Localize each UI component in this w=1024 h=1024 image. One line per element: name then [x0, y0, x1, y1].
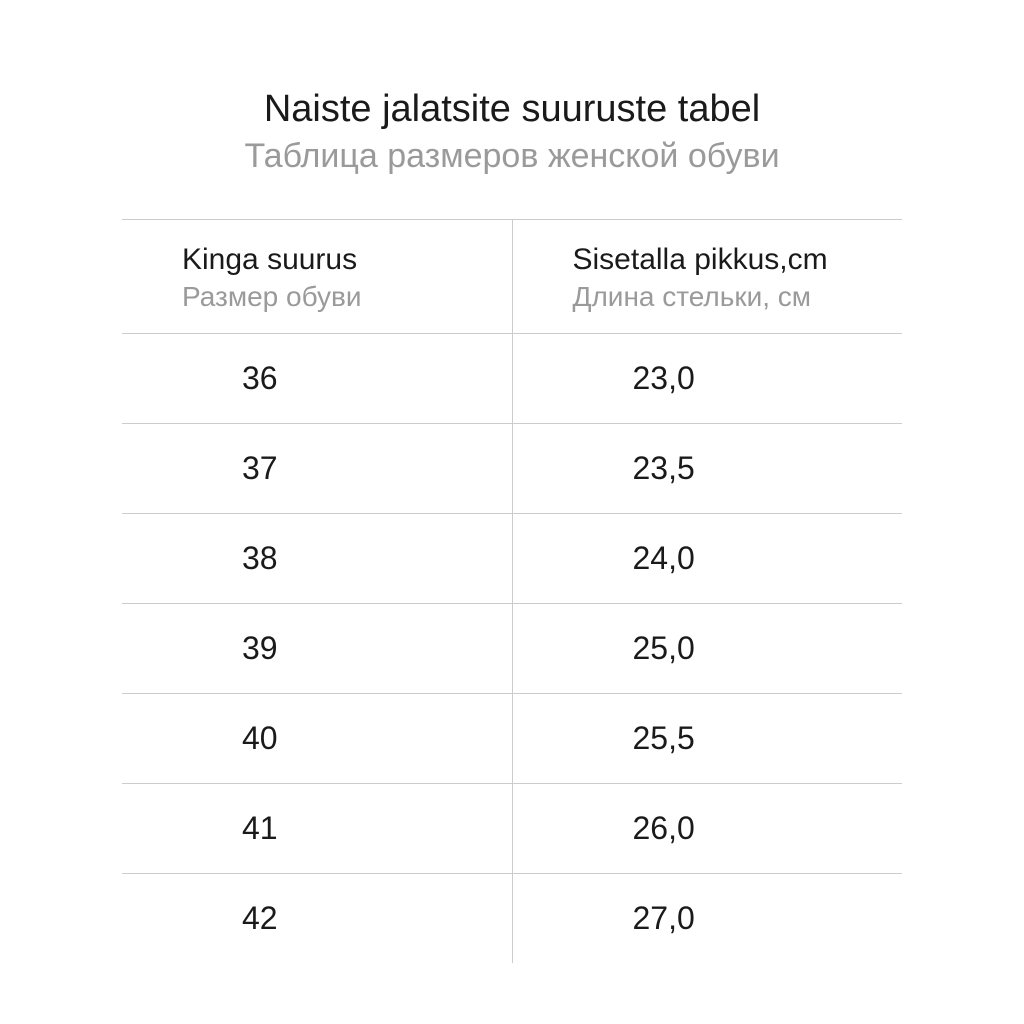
table-row: 37 23,5 — [122, 423, 902, 513]
size-table: Kinga suurus Размер обуви Sisetalla pikk… — [122, 219, 902, 963]
column-header-size: Kinga suurus Размер обуви — [122, 219, 512, 333]
size-cell: 41 — [122, 783, 512, 873]
table-header-row: Kinga suurus Размер обуви Sisetalla pikk… — [122, 219, 902, 333]
length-cell: 25,0 — [512, 603, 902, 693]
size-cell: 37 — [122, 423, 512, 513]
table-row: 39 25,0 — [122, 603, 902, 693]
table-row: 40 25,5 — [122, 693, 902, 783]
size-cell: 40 — [122, 693, 512, 783]
column-header-length: Sisetalla pikkus,cm Длина стельки, см — [512, 219, 902, 333]
length-cell: 24,0 — [512, 513, 902, 603]
header-size-secondary: Размер обуви — [182, 279, 502, 315]
header-size-primary: Kinga suurus — [182, 240, 502, 279]
table-row: 42 27,0 — [122, 873, 902, 963]
size-cell: 36 — [122, 333, 512, 423]
title-secondary: Таблица размеров женской обуви — [244, 134, 779, 178]
size-cell: 42 — [122, 873, 512, 963]
table-row: 41 26,0 — [122, 783, 902, 873]
table-body: 36 23,0 37 23,5 38 24,0 39 25,0 40 25,5 … — [122, 333, 902, 963]
title-primary: Naiste jalatsite suuruste tabel — [244, 85, 779, 134]
length-cell: 26,0 — [512, 783, 902, 873]
length-cell: 23,5 — [512, 423, 902, 513]
length-cell: 27,0 — [512, 873, 902, 963]
size-cell: 39 — [122, 603, 512, 693]
table-row: 36 23,0 — [122, 333, 902, 423]
table-row: 38 24,0 — [122, 513, 902, 603]
size-table-wrap: Kinga suurus Размер обуви Sisetalla pikk… — [122, 219, 902, 963]
header-length-primary: Sisetalla pikkus,cm — [573, 240, 893, 279]
title-block: Naiste jalatsite suuruste tabel Таблица … — [244, 85, 779, 179]
length-cell: 23,0 — [512, 333, 902, 423]
header-length-secondary: Длина стельки, см — [573, 279, 893, 315]
size-cell: 38 — [122, 513, 512, 603]
length-cell: 25,5 — [512, 693, 902, 783]
